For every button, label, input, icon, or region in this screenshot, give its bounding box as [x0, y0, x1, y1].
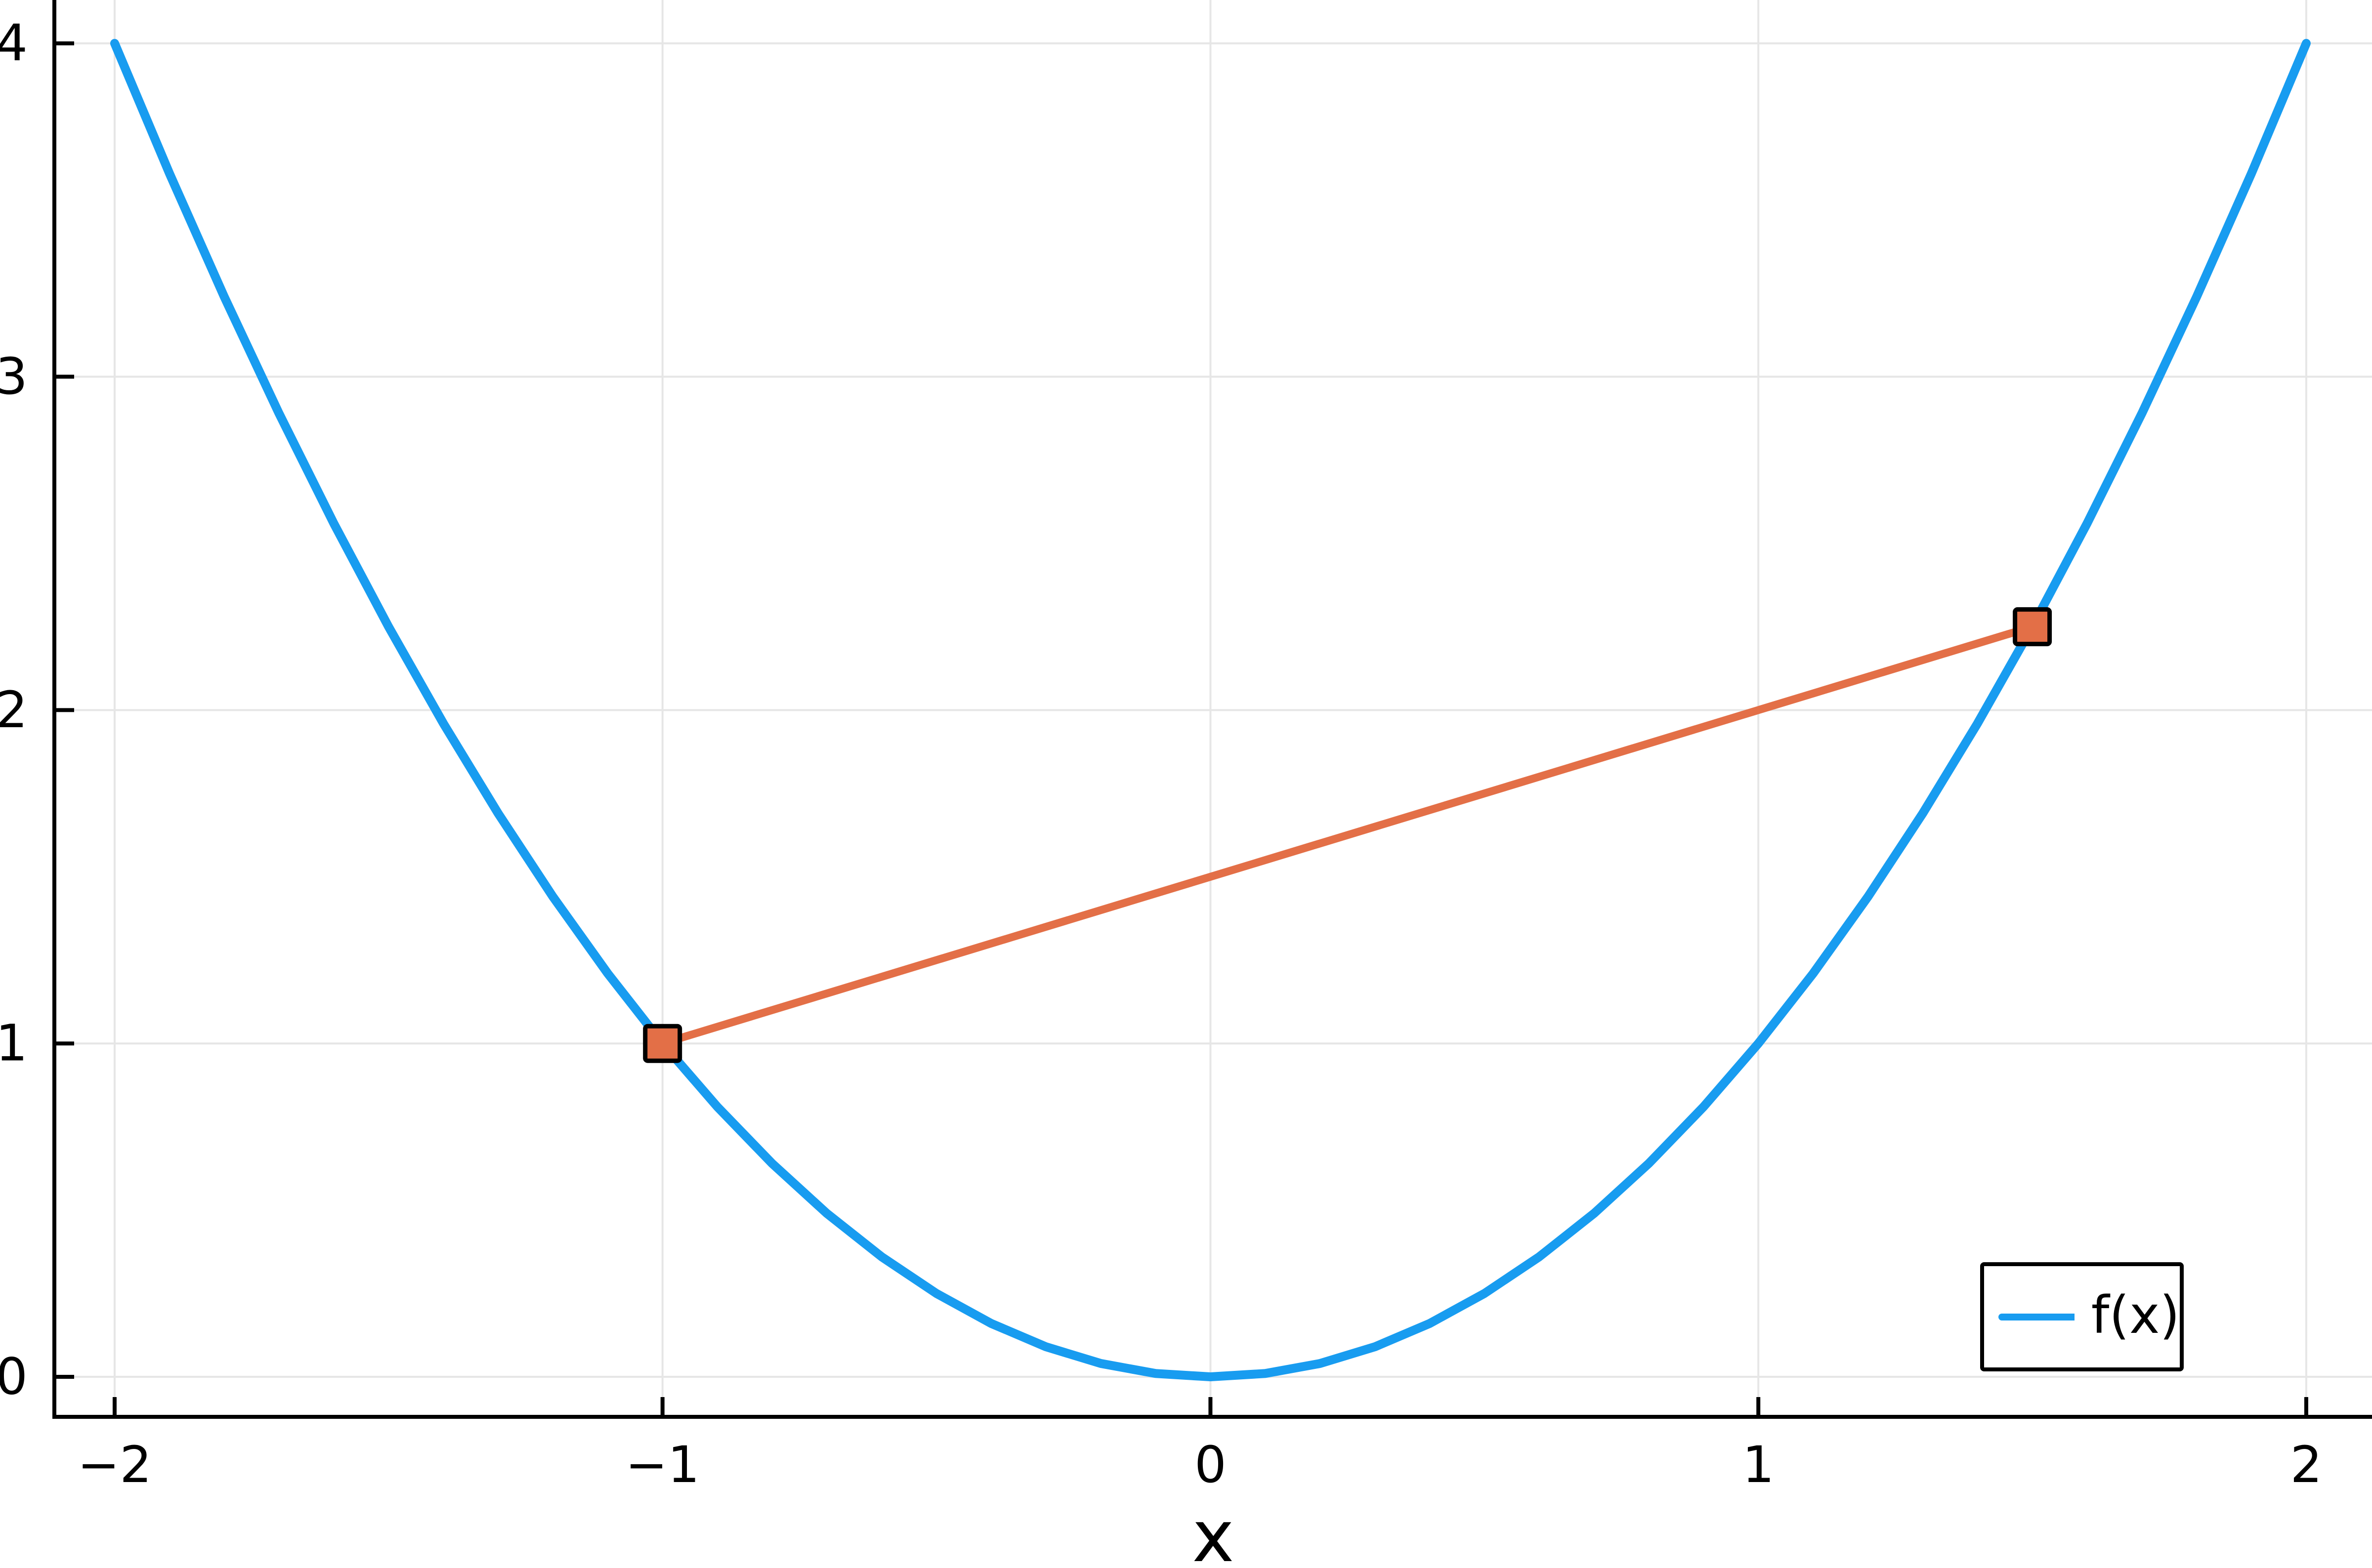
x-tick-label: 1	[1742, 1436, 1775, 1494]
series	[110, 39, 2311, 1382]
y-tick-label: 0	[0, 1348, 28, 1406]
x-tick-label: −1	[626, 1436, 700, 1494]
fx-curve	[110, 39, 2311, 1382]
y-tick-label: 3	[0, 347, 28, 406]
legend-label-fx: f(x)	[2091, 1284, 2180, 1345]
secant-line	[658, 622, 2036, 1048]
x-axis-label: x	[1192, 1495, 1234, 1568]
gridlines	[54, 0, 2372, 1417]
y-tick-label: 2	[0, 681, 28, 740]
y-tick-label: 4	[0, 14, 28, 73]
secant-endpoint-marker	[643, 1024, 682, 1063]
x-tick-label: −2	[78, 1436, 152, 1494]
legend-line-sample-fx	[1998, 1313, 2075, 1320]
x-tick-label: 2	[2290, 1436, 2322, 1494]
secant-endpoint-marker	[2013, 607, 2052, 647]
legend: f(x)	[1980, 1262, 2184, 1371]
y-tick-label: 1	[0, 1014, 28, 1073]
axes: −2 −1 0 1 2 0 1 2 3 4	[0, 0, 2372, 1494]
x-tick-label: 0	[1194, 1436, 1227, 1494]
